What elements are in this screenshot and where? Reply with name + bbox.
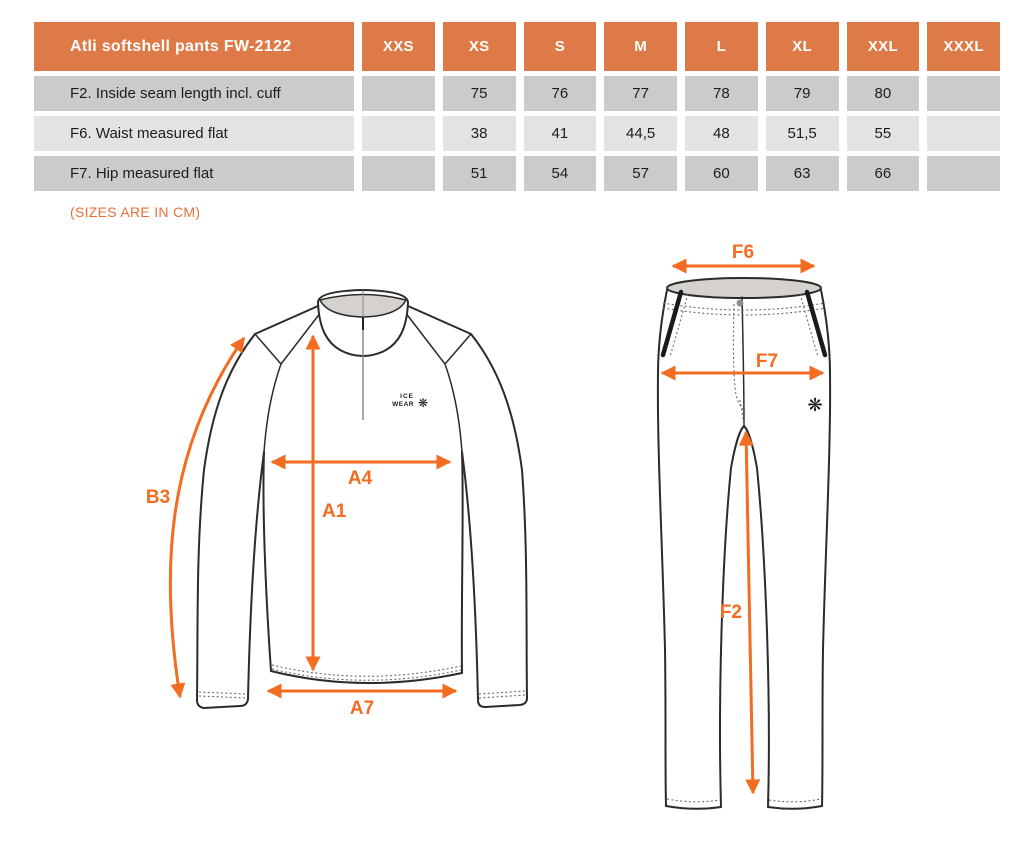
table-value: 76 — [523, 76, 597, 111]
measure-a4-label: A4 — [348, 468, 373, 489]
measure-f7-label: F7 — [756, 351, 778, 372]
measure-b3-arrow — [168, 336, 246, 699]
pants-right-cuff — [767, 805, 823, 810]
shirt-right-sleeve-inner — [461, 451, 479, 701]
table-value — [927, 156, 1000, 191]
measure-f2-arrow — [738, 430, 761, 795]
shirt-diagram: ICE WEAR ❋ B3 A4 A1 A7 — [146, 289, 528, 719]
size-column-header: XXXL — [927, 22, 1000, 71]
pants-left-pocket-stitch — [669, 293, 689, 358]
measure-f6-label: F6 — [732, 242, 754, 263]
shirt-measure-arrows: B3 A4 A1 A7 — [146, 334, 458, 719]
cuff-stitch — [198, 691, 248, 695]
sizes-unit-note: (SIZES ARE IN CM) — [70, 204, 201, 220]
shirt-right-sleeve-outer — [470, 333, 528, 699]
hem-stitch — [271, 668, 462, 681]
table-value: 66 — [846, 156, 920, 191]
table-value: 48 — [685, 116, 758, 151]
shirt-left-sleeve-inner — [247, 451, 265, 700]
table-value: 78 — [685, 76, 758, 111]
row-label-waist: F6. Waist measured flat — [34, 116, 354, 151]
table-value — [927, 76, 1000, 111]
pants-center-front — [741, 296, 745, 427]
table-value: 38 — [442, 116, 516, 151]
size-column-header: M — [604, 22, 677, 71]
size-column-header: S — [523, 22, 597, 71]
size-table: Atli softshell pants FW-2122 XXS XS S M … — [34, 22, 1000, 191]
table-value: 77 — [604, 76, 677, 111]
table-value: 51,5 — [765, 116, 839, 151]
cuff-stitch — [478, 690, 527, 695]
pants-cuff-stitch — [666, 798, 721, 803]
pants-right-pocket-stitch — [799, 293, 819, 358]
table-value — [362, 76, 435, 111]
pants-waist-opening — [666, 277, 822, 299]
table-value — [362, 116, 435, 151]
shirt-left-shoulder — [254, 305, 319, 335]
icewear-logo-text: WEAR — [392, 401, 414, 408]
table-value: 54 — [523, 156, 597, 191]
size-column-header: XS — [442, 22, 516, 71]
pants-left-inner-leg — [719, 425, 745, 808]
row-label-inside-seam: F2. Inside seam length incl. cuff — [34, 76, 354, 111]
pants-right-pocket — [804, 289, 828, 358]
shirt-hem — [270, 670, 463, 684]
shirt-left-shoulder-seam — [254, 333, 282, 365]
measure-a1-label: A1 — [322, 501, 347, 522]
measure-a7-label: A7 — [350, 698, 374, 719]
pants-diagram: ❋ F6 F7 F2 — [656, 242, 832, 810]
table-value: 55 — [846, 116, 920, 151]
snowflake-icon: ❋ — [807, 395, 822, 415]
icewear-logo-text: ICE — [400, 393, 414, 400]
waistband-stitch — [662, 302, 826, 311]
shirt-right-shoulder — [407, 305, 472, 335]
waistband-stitch — [662, 307, 826, 316]
shirt-body-right — [460, 451, 464, 674]
pants-left-pocket — [660, 289, 684, 358]
hem-stitch — [271, 664, 462, 677]
size-column-header: XL — [765, 22, 839, 71]
size-column-header: XXS — [362, 22, 435, 71]
table-value: 44,5 — [604, 116, 677, 151]
size-column-header: XXL — [846, 22, 920, 71]
row-label-hip: F7. Hip measured flat — [34, 156, 354, 191]
pants-right-side — [820, 289, 832, 807]
pants-left-side — [656, 289, 668, 807]
shirt-right-raglan-seam — [404, 311, 463, 453]
pants-cuff-stitch — [768, 798, 822, 803]
snowflake-icon: ❋ — [418, 396, 428, 410]
table-product-header: Atli softshell pants FW-2122 — [34, 22, 354, 71]
cuff-stitch — [198, 695, 248, 699]
shirt-left-cuff — [196, 698, 249, 709]
table-value: 80 — [846, 76, 920, 111]
icewear-logo: ICE WEAR ❋ — [392, 393, 428, 410]
shirt-right-cuff — [477, 697, 528, 708]
table-value: 75 — [442, 76, 516, 111]
pants-left-cuff — [665, 805, 722, 810]
table-value: 63 — [765, 156, 839, 191]
pants-measure-arrows: F6 F7 F2 — [660, 242, 825, 795]
table-value: 60 — [685, 156, 758, 191]
table-value — [927, 116, 1000, 151]
shirt-left-sleeve-outer — [196, 333, 256, 701]
shirt-left-raglan-seam — [263, 311, 322, 453]
table-value: 41 — [523, 116, 597, 151]
shirt-body-left — [262, 451, 272, 672]
table-value: 57 — [604, 156, 677, 191]
measure-f2-label: F2 — [720, 602, 742, 623]
size-column-header: L — [685, 22, 758, 71]
table-value: 51 — [442, 156, 516, 191]
measure-b3-label: B3 — [146, 487, 170, 508]
waist-button — [736, 299, 744, 307]
table-value: 79 — [765, 76, 839, 111]
cuff-stitch — [478, 694, 527, 699]
table-value — [362, 156, 435, 191]
shirt-right-shoulder-seam — [444, 333, 472, 365]
